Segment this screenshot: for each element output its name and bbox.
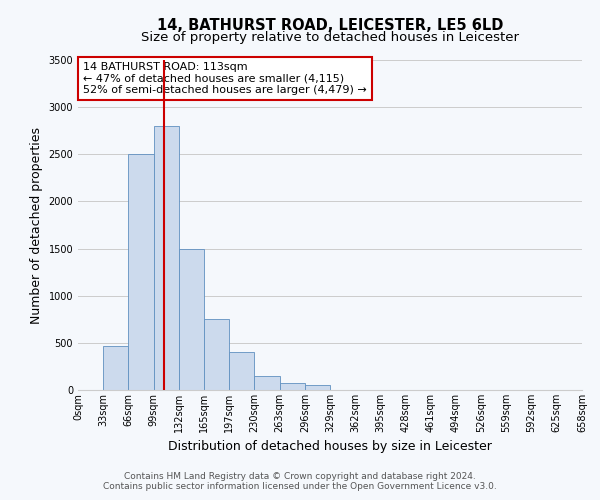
Bar bbox=[254, 376, 280, 390]
X-axis label: Distribution of detached houses by size in Leicester: Distribution of detached houses by size … bbox=[168, 440, 492, 454]
Bar bbox=[128, 154, 154, 390]
Text: 14, BATHURST ROAD, LEICESTER, LE5 6LD: 14, BATHURST ROAD, LEICESTER, LE5 6LD bbox=[157, 18, 503, 32]
Text: Contains public sector information licensed under the Open Government Licence v3: Contains public sector information licen… bbox=[103, 482, 497, 491]
Bar bbox=[280, 383, 305, 390]
Text: 14 BATHURST ROAD: 113sqm
← 47% of detached houses are smaller (4,115)
52% of sem: 14 BATHURST ROAD: 113sqm ← 47% of detach… bbox=[83, 62, 367, 95]
Bar bbox=[204, 320, 229, 390]
Bar bbox=[229, 352, 254, 390]
Y-axis label: Number of detached properties: Number of detached properties bbox=[30, 126, 43, 324]
Bar bbox=[154, 126, 179, 390]
Bar bbox=[103, 346, 128, 390]
Bar bbox=[305, 386, 330, 390]
Bar bbox=[179, 248, 204, 390]
Text: Size of property relative to detached houses in Leicester: Size of property relative to detached ho… bbox=[141, 31, 519, 44]
Text: Contains HM Land Registry data © Crown copyright and database right 2024.: Contains HM Land Registry data © Crown c… bbox=[124, 472, 476, 481]
